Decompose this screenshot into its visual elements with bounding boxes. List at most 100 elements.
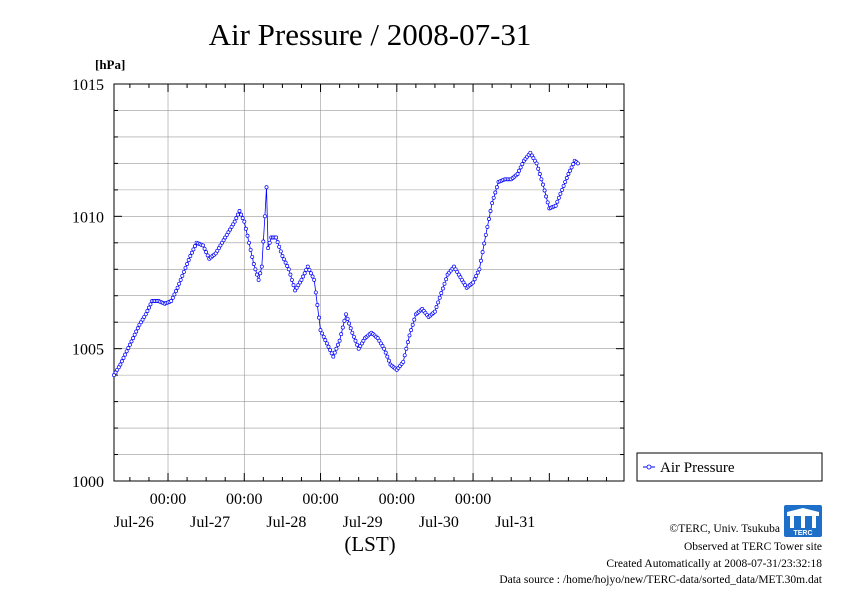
x-date-label: Jul-31 — [495, 514, 535, 531]
credit-source: Data source : /home/hojyo/new/TERC-data/… — [499, 574, 822, 586]
data-point — [542, 188, 547, 193]
data-point — [258, 271, 263, 276]
data-point — [145, 309, 150, 313]
data-point — [407, 333, 412, 338]
data-point — [274, 235, 279, 240]
data-point — [148, 302, 153, 307]
data-point — [245, 233, 250, 238]
data-point — [342, 318, 347, 323]
data-point — [442, 281, 447, 286]
data-point — [147, 305, 151, 310]
data-point — [353, 338, 358, 343]
data-point — [339, 332, 344, 337]
data-point — [490, 201, 495, 206]
data-point — [234, 216, 239, 221]
data-point — [129, 339, 134, 344]
data-point — [123, 352, 128, 357]
data-point — [575, 161, 580, 166]
data-point — [181, 269, 186, 274]
data-point — [278, 249, 283, 254]
x-time-label: 00:00 — [150, 491, 186, 508]
plot-frame — [113, 83, 625, 482]
data-point — [124, 349, 129, 354]
legend: Air Pressure — [636, 452, 823, 482]
data-point — [189, 250, 194, 255]
data-point — [537, 172, 542, 176]
data-point — [439, 291, 444, 296]
data-point — [188, 254, 193, 258]
data-point — [310, 274, 315, 279]
y-tick-label: 1000 — [72, 474, 104, 491]
data-point — [285, 264, 290, 268]
data-point — [488, 209, 493, 213]
data-point — [307, 267, 312, 272]
data-point — [351, 334, 356, 339]
terc-logo: TERC — [784, 505, 822, 537]
data-point — [262, 214, 267, 219]
data-point — [251, 262, 256, 266]
data-point — [183, 265, 188, 270]
y-tick-label: 1005 — [72, 342, 104, 359]
data-point — [275, 240, 280, 245]
data-point — [336, 342, 340, 347]
data-point — [143, 312, 148, 317]
data-point — [348, 326, 353, 331]
data-point — [474, 273, 479, 278]
data-point — [240, 216, 245, 221]
data-point — [201, 243, 205, 248]
data-point — [515, 172, 520, 176]
credit-observed: Observed at TERC Tower site — [684, 541, 822, 553]
data-point — [410, 322, 415, 327]
data-point — [323, 338, 328, 343]
data-point — [305, 264, 310, 269]
data-point — [444, 277, 449, 282]
data-point — [243, 226, 248, 231]
data-point — [172, 292, 177, 297]
data-point — [239, 212, 244, 217]
data-point — [482, 241, 487, 246]
data-point — [280, 254, 285, 258]
data-point — [536, 166, 541, 171]
data-point — [315, 303, 320, 307]
data-point — [491, 195, 496, 200]
data-point — [331, 354, 336, 359]
x-date-label: Jul-27 — [190, 514, 230, 531]
data-point — [432, 309, 437, 314]
data-point — [250, 254, 255, 259]
data-point — [328, 348, 333, 352]
data-point — [204, 250, 209, 255]
data-point — [545, 200, 550, 205]
data-point — [232, 219, 237, 224]
data-point — [304, 267, 309, 272]
x-time-label: 00:00 — [226, 491, 262, 508]
x-date-label: Jul-30 — [419, 514, 459, 531]
data-point — [237, 209, 242, 213]
data-point — [321, 334, 326, 339]
data-point — [440, 286, 445, 291]
data-point — [382, 346, 387, 351]
x-date-label: Jul-26 — [114, 514, 154, 531]
data-point — [434, 305, 439, 309]
data-point — [299, 277, 304, 282]
data-point — [132, 332, 137, 337]
data-point — [560, 187, 564, 192]
data-point — [177, 281, 182, 286]
data-point — [302, 271, 307, 276]
data-point — [313, 290, 318, 295]
data-point — [169, 299, 174, 303]
data-point — [518, 165, 523, 170]
data-point — [555, 199, 560, 204]
data-point — [479, 258, 483, 263]
data-point — [121, 355, 126, 360]
data-point — [202, 246, 207, 251]
data-point — [317, 315, 321, 320]
data-point — [475, 270, 480, 275]
x-time-label: 00:00 — [455, 491, 491, 508]
data-point — [569, 165, 574, 170]
data-point — [248, 247, 253, 252]
data-point — [566, 172, 571, 176]
data-point — [480, 250, 485, 255]
data-point — [320, 331, 325, 336]
data-point — [247, 240, 251, 245]
data-point — [494, 185, 499, 190]
